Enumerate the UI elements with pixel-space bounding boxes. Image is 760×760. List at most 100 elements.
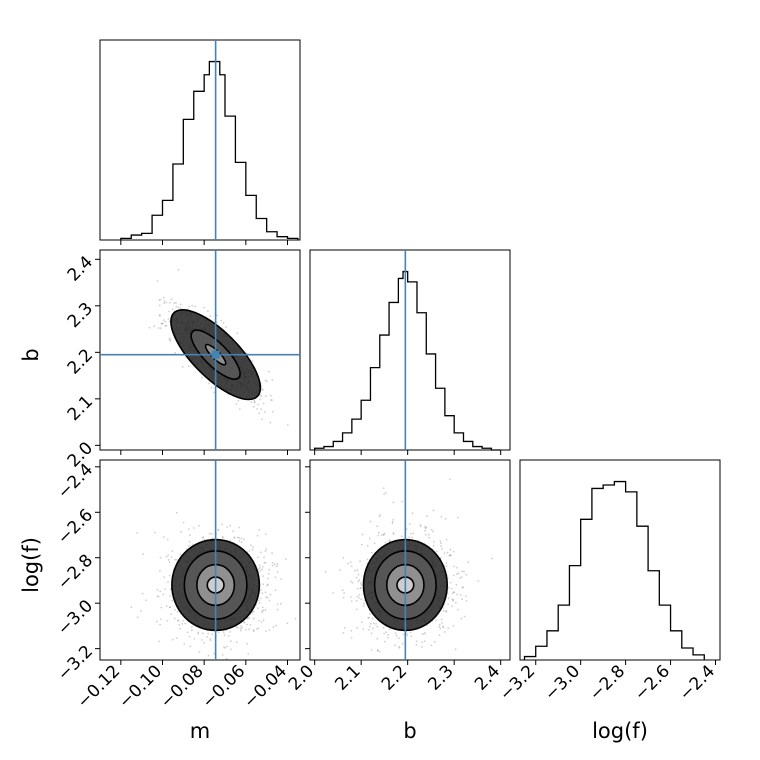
- scatter-point: [452, 574, 455, 577]
- scatter-point: [467, 561, 470, 564]
- scatter-point: [424, 527, 427, 530]
- scatter-point: [252, 546, 255, 548]
- scatter-point: [188, 635, 191, 638]
- scatter-point: [465, 573, 468, 576]
- scatter-point: [448, 478, 451, 481]
- scatter-point: [271, 561, 274, 564]
- scatter-point: [190, 626, 193, 628]
- scatter-point: [261, 610, 263, 612]
- scatter-point: [248, 550, 251, 552]
- scatter-point: [421, 633, 424, 636]
- scatter-point: [191, 304, 194, 307]
- scatter-point: [188, 540, 191, 543]
- scatter-point: [203, 306, 206, 309]
- scatter-point: [368, 625, 371, 628]
- scatter-point: [261, 606, 264, 609]
- scatter-point: [275, 565, 278, 568]
- scatter-point: [368, 629, 370, 631]
- scatter-point: [276, 603, 279, 606]
- contour-layer: [135, 241, 289, 426]
- scatter-point: [445, 565, 448, 567]
- scatter-point: [153, 325, 156, 328]
- scatter-point: [222, 322, 225, 324]
- scatter-point: [415, 640, 418, 643]
- panel-frame: [309, 249, 511, 451]
- scatter-point: [387, 636, 389, 639]
- scatter-point: [236, 536, 239, 539]
- y-axis-label-b: b: [19, 348, 43, 361]
- scatter-point: [263, 562, 266, 564]
- scatter-point: [245, 628, 247, 631]
- scatter-point: [167, 559, 170, 561]
- scatter-point: [266, 596, 269, 599]
- scatter-point: [388, 539, 391, 541]
- panel-frame: [99, 249, 301, 451]
- contour-panel-b-logf: [324, 460, 493, 660]
- scatter-point: [410, 635, 413, 638]
- scatter-point: [257, 556, 259, 559]
- scatter-point: [398, 645, 400, 648]
- scatter-point: [240, 625, 242, 627]
- scatter-point: [252, 629, 255, 632]
- scatter-point: [370, 649, 373, 651]
- scatter-point: [463, 615, 466, 618]
- scatter-point: [432, 530, 434, 533]
- scatter-point: [261, 568, 263, 571]
- y-tick-label-logf: −2.8: [54, 551, 97, 594]
- scatter-point: [378, 650, 381, 653]
- scatter-point: [398, 637, 400, 640]
- scatter-point: [217, 631, 220, 634]
- scatter-point: [361, 533, 364, 536]
- scatter-point: [207, 310, 209, 313]
- scatter-point: [257, 607, 259, 610]
- scatter-point: [160, 606, 163, 609]
- scatter-point: [452, 599, 455, 601]
- scatter-point: [430, 528, 433, 531]
- scatter-point: [401, 535, 403, 538]
- scatter-point: [181, 623, 184, 625]
- scatter-point: [286, 423, 289, 426]
- scatter-point: [433, 540, 435, 543]
- scatter-point: [477, 580, 480, 582]
- scatter-point: [179, 627, 181, 630]
- x-tick-label-b: 2.1: [331, 661, 364, 694]
- scatter-point: [171, 308, 174, 311]
- scatter-point: [171, 638, 174, 641]
- scatter-point: [207, 632, 210, 635]
- scatter-point: [224, 647, 227, 649]
- scatter-point: [237, 399, 240, 402]
- scatter-point: [209, 638, 212, 640]
- scatter-point: [380, 534, 383, 536]
- scatter-point: [174, 558, 177, 561]
- scatter-point: [419, 524, 422, 526]
- scatter-point: [428, 537, 431, 539]
- scatter-point: [424, 525, 427, 528]
- scatter-point: [402, 642, 404, 645]
- scatter-point: [223, 634, 226, 637]
- scatter-point: [168, 310, 170, 313]
- x-tick-label-m: −0.04: [240, 661, 291, 712]
- scatter-point: [269, 593, 272, 596]
- scatter-point: [350, 629, 353, 632]
- scatter-point: [276, 608, 279, 611]
- scatter-point: [187, 528, 190, 530]
- scatter-point: [341, 589, 344, 592]
- scatter-point: [190, 629, 193, 632]
- scatter-point: [424, 529, 426, 532]
- x-tick-label-logf: −3.2: [496, 661, 539, 704]
- scatter-point: [440, 622, 443, 624]
- scatter-point: [135, 241, 137, 243]
- contour-layer: [130, 511, 297, 660]
- scatter-point: [213, 652, 216, 655]
- scatter-point: [171, 550, 174, 552]
- y-tick-label-logf: −3.2: [54, 642, 97, 685]
- scatter-point: [454, 601, 457, 604]
- scatter-point: [177, 619, 180, 622]
- scatter-point: [160, 618, 162, 620]
- scatter-point: [159, 556, 162, 559]
- scatter-point: [140, 610, 143, 613]
- scatter-point: [435, 619, 437, 621]
- scatter-point: [452, 600, 454, 602]
- scatter-point: [372, 622, 375, 625]
